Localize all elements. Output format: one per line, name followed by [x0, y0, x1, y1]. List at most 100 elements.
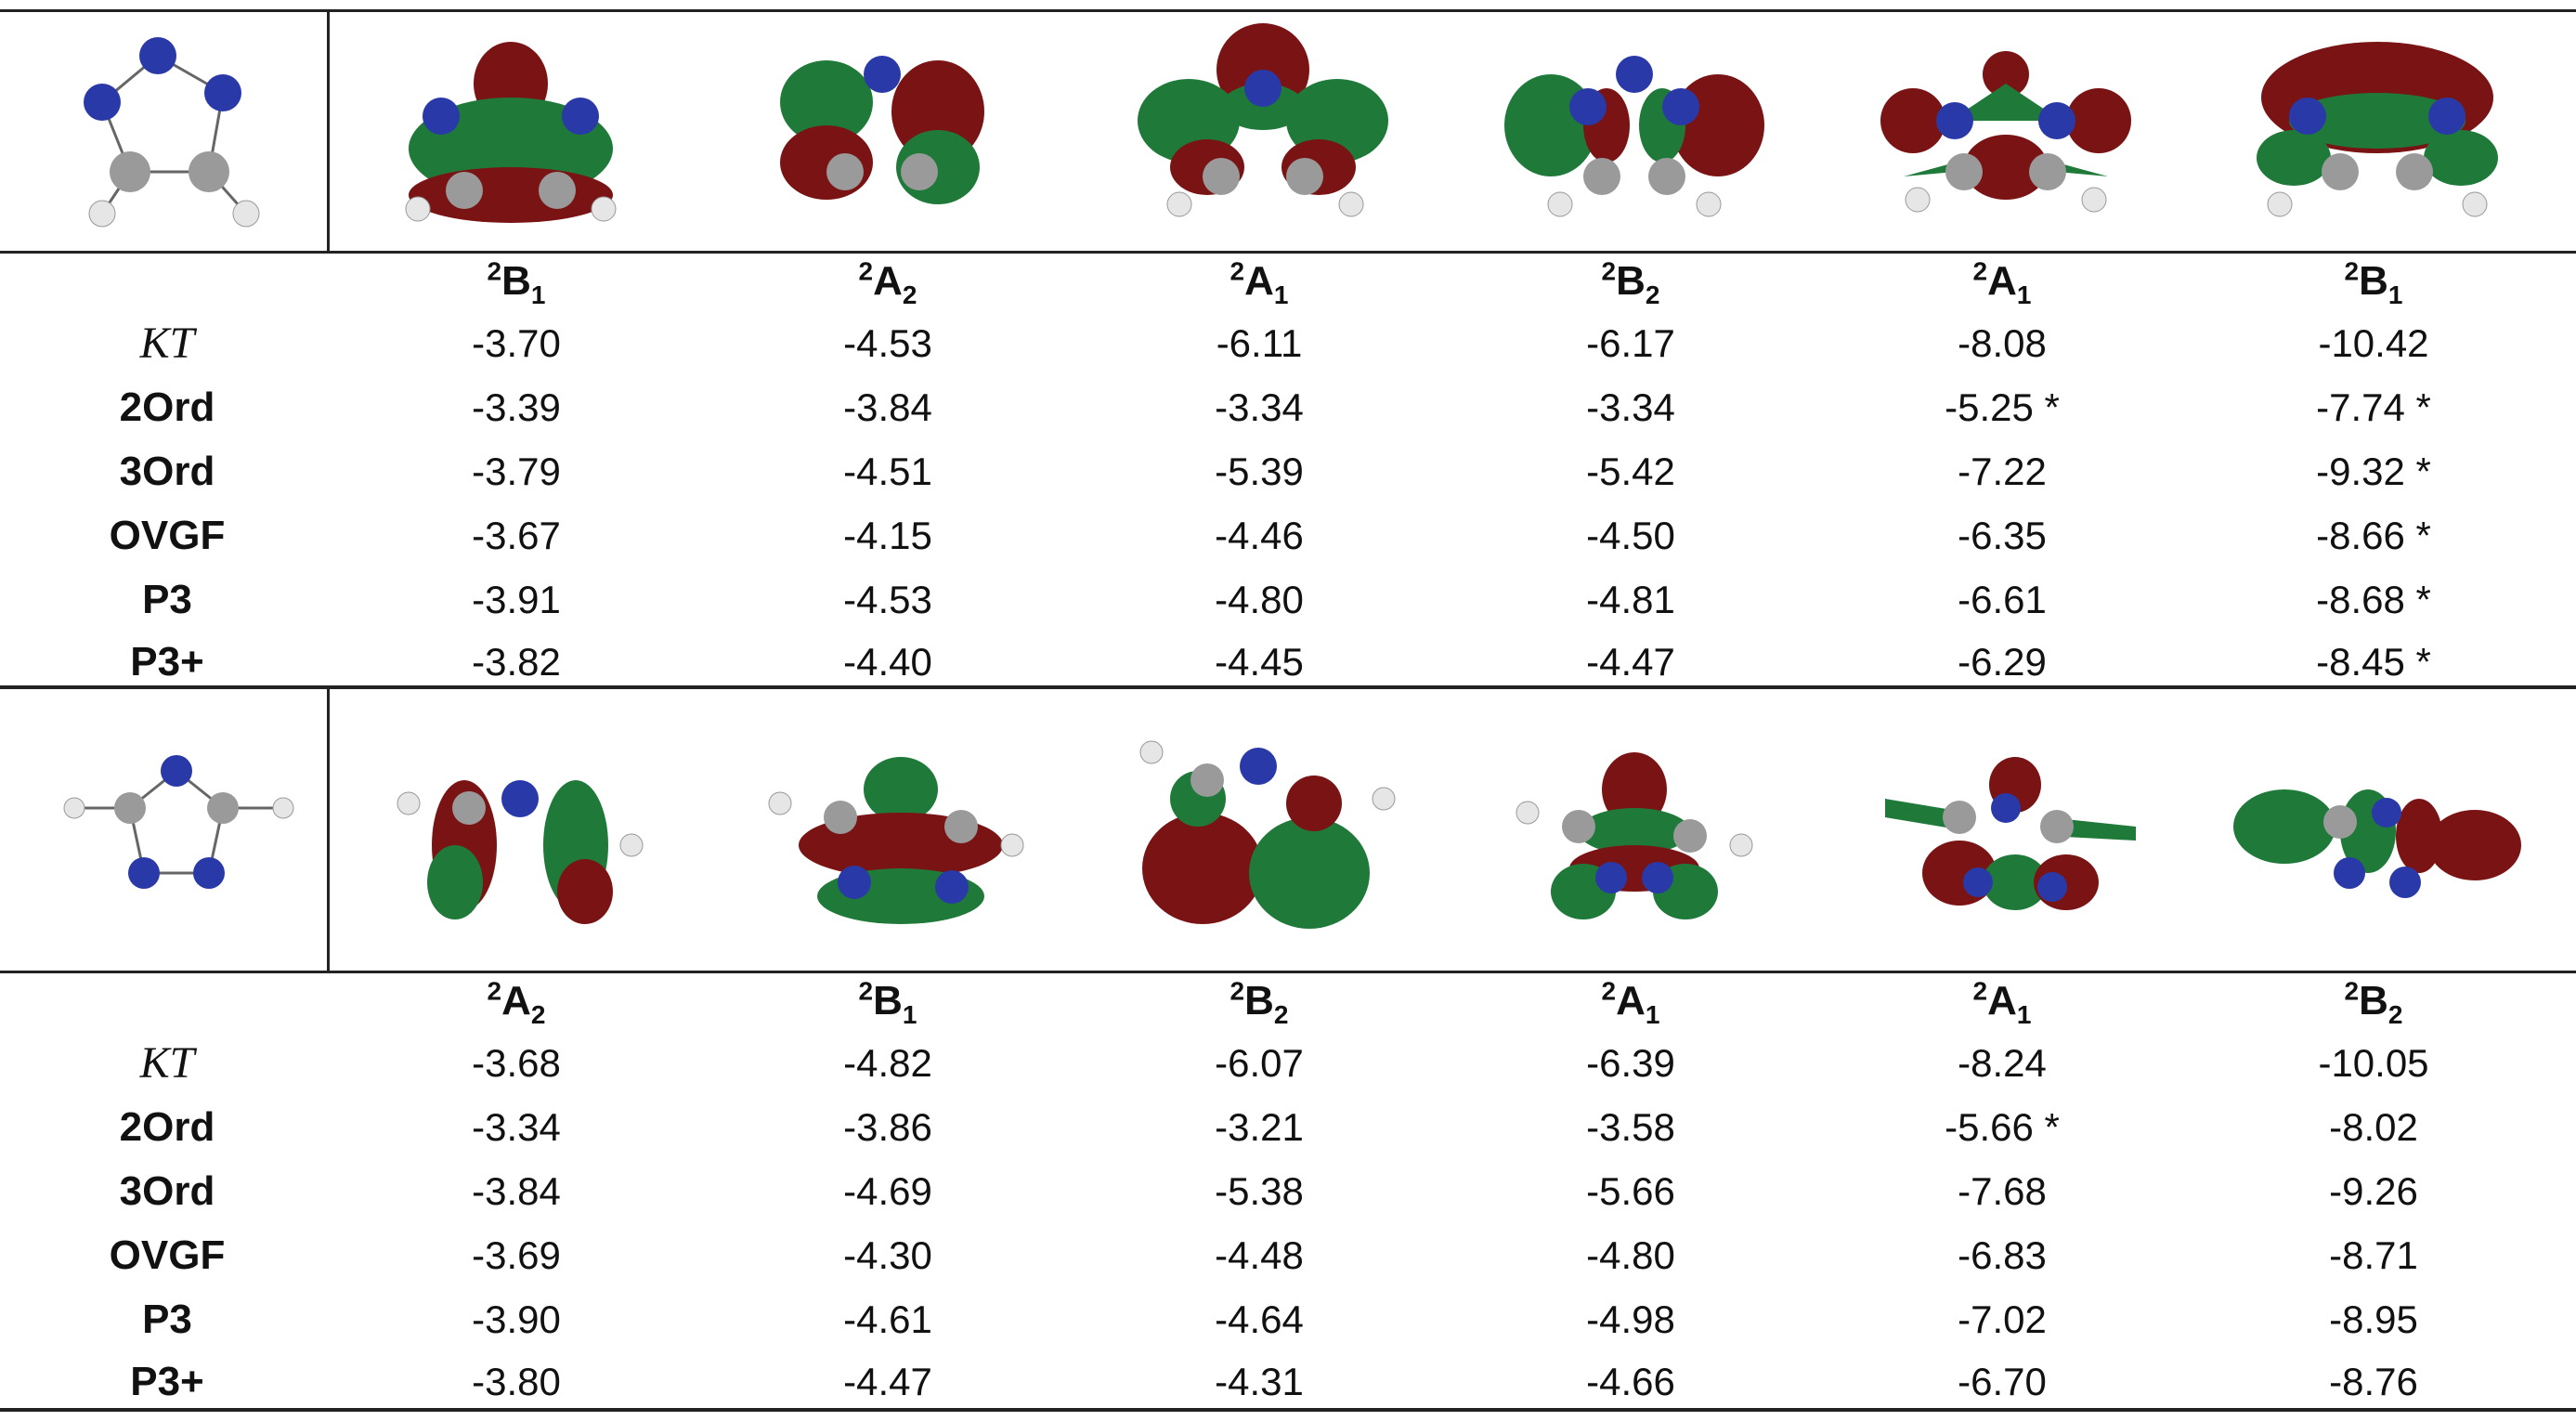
table-cell: -6.07 [1215, 1041, 1304, 1085]
table-cell: -5.66 [1586, 1169, 1675, 1213]
symmetry-label: 2B1 [487, 256, 546, 309]
table-cell: -4.48 [1215, 1233, 1304, 1277]
table-cell: -6.35 [1958, 514, 2047, 557]
picture-column-rule-2 [327, 687, 330, 971]
method-label: 2Ord [119, 385, 215, 430]
table-cell: -3.69 [472, 1233, 561, 1277]
table-cell: -3.91 [472, 578, 561, 621]
table-cell: -6.83 [1958, 1233, 2047, 1277]
section1-header-rule [0, 251, 2576, 254]
table-cell: -6.39 [1586, 1041, 1675, 1085]
orbital-image-1-4 [1504, 56, 1764, 217]
table-cell: -5.38 [1215, 1169, 1304, 1213]
table-cell: -6.17 [1586, 321, 1675, 365]
orbital-image-2-6 [2233, 789, 2521, 898]
symmetry-label: 2A1 [1972, 256, 2032, 309]
table-cell: -3.80 [472, 1360, 561, 1403]
table-cell: -6.61 [1958, 578, 2047, 621]
symmetry-label: 2A1 [1972, 976, 2032, 1029]
method-label: OVGF [109, 1232, 226, 1278]
table-cell: -4.69 [843, 1169, 932, 1213]
table-cell: -4.15 [843, 514, 932, 557]
orbital-image-2-5 [1885, 757, 2136, 910]
table-cell: -8.66 * [2316, 514, 2431, 557]
table-cell: -4.50 [1586, 514, 1675, 557]
table-cell: -4.64 [1215, 1297, 1304, 1341]
table-cell: -3.34 [472, 1105, 561, 1149]
table-cell: -4.51 [843, 450, 932, 493]
method-label: KT [139, 319, 195, 368]
orbital-image-1-6 [2257, 42, 2498, 217]
table-cell: -3.34 [1586, 385, 1675, 429]
symmetry-label: 2A1 [1229, 256, 1289, 309]
symmetry-label: 2A1 [1601, 976, 1660, 1029]
table-cell: -4.47 [843, 1360, 932, 1403]
table-cell: -3.90 [472, 1297, 561, 1341]
table-cell: -6.70 [1958, 1360, 2047, 1403]
table-cell: -4.45 [1215, 640, 1304, 684]
table-cell: -3.58 [1586, 1105, 1675, 1149]
orbital-image-1-1 [405, 42, 617, 223]
table-cell: -7.68 [1958, 1169, 2047, 1213]
table-cell: -4.53 [843, 321, 932, 365]
table-bottom-rule [0, 1408, 2576, 1412]
orbital-image-2-2 [768, 757, 1024, 924]
table-cell: -3.70 [472, 321, 561, 365]
table-cell: -4.31 [1215, 1360, 1304, 1403]
table-cell: -9.32 * [2316, 450, 2431, 493]
table-cell: -5.25 * [1945, 385, 2060, 429]
method-label: 2Ord [119, 1104, 215, 1150]
table-cell: -5.66 * [1945, 1105, 2060, 1149]
table-cell: -4.47 [1586, 640, 1675, 684]
table-cell: -9.26 [2329, 1169, 2418, 1213]
table-cell: -4.66 [1586, 1360, 1675, 1403]
orbital-image-2-3 [1139, 740, 1396, 929]
table-cell: -8.02 [2329, 1105, 2418, 1149]
method-label: 3Ord [119, 449, 215, 494]
table-cell: -4.82 [843, 1041, 932, 1085]
symmetry-label: 2B1 [2344, 256, 2403, 309]
table-cell: -3.34 [1215, 385, 1304, 429]
table-cell: -7.02 [1958, 1297, 2047, 1341]
table-cell: -4.81 [1586, 578, 1675, 621]
table-cell: -8.76 [2329, 1360, 2418, 1403]
table-cell: -5.39 [1215, 450, 1304, 493]
table-cell: -7.74 * [2316, 385, 2431, 429]
table-cell: -8.71 [2329, 1233, 2418, 1277]
table-cell: -10.05 [2318, 1041, 2429, 1085]
orbital-image-1-3 [1138, 23, 1388, 217]
orbital-image-2-1 [397, 780, 644, 924]
table-cell: -4.53 [843, 578, 932, 621]
table-cell: -7.22 [1958, 450, 2047, 493]
molecule-123-triazole-image [84, 37, 260, 228]
picture-column-rule-1 [327, 9, 330, 251]
table-cell: -8.08 [1958, 321, 2047, 365]
table-cell: -3.82 [472, 640, 561, 684]
table-cell: -4.40 [843, 640, 932, 684]
orbital-image-1-2 [780, 56, 984, 204]
table-cell: -6.11 [1216, 321, 1303, 365]
table-cell: -4.98 [1586, 1297, 1675, 1341]
table-cell: -6.29 [1958, 640, 2047, 684]
section2-header-rule [0, 971, 2576, 973]
method-label: KT [139, 1038, 195, 1088]
table-cell: -8.68 * [2316, 578, 2431, 621]
method-label: OVGF [109, 513, 226, 558]
orbital-image-2-4 [1516, 752, 1753, 919]
table-cell: -4.61 [843, 1297, 932, 1341]
table-cell: -3.84 [843, 385, 932, 429]
symmetry-label: 2B2 [2344, 976, 2403, 1029]
table-cell: -5.42 [1586, 450, 1675, 493]
table-cell: -3.86 [843, 1105, 932, 1149]
table-cell: -3.84 [472, 1169, 561, 1213]
table-cell: -8.95 [2329, 1297, 2418, 1341]
table-cell: -3.79 [472, 450, 561, 493]
table-cell: -3.21 [1215, 1105, 1304, 1149]
symmetry-label: 2B2 [1601, 256, 1660, 309]
molecule-124-triazole-image [63, 755, 294, 889]
table-cell: -8.24 [1958, 1041, 2047, 1085]
table-cell: -3.67 [472, 514, 561, 557]
method-label: P3 [142, 1297, 192, 1342]
table-cell: -4.30 [843, 1233, 932, 1277]
table-top-rule [0, 9, 2576, 12]
